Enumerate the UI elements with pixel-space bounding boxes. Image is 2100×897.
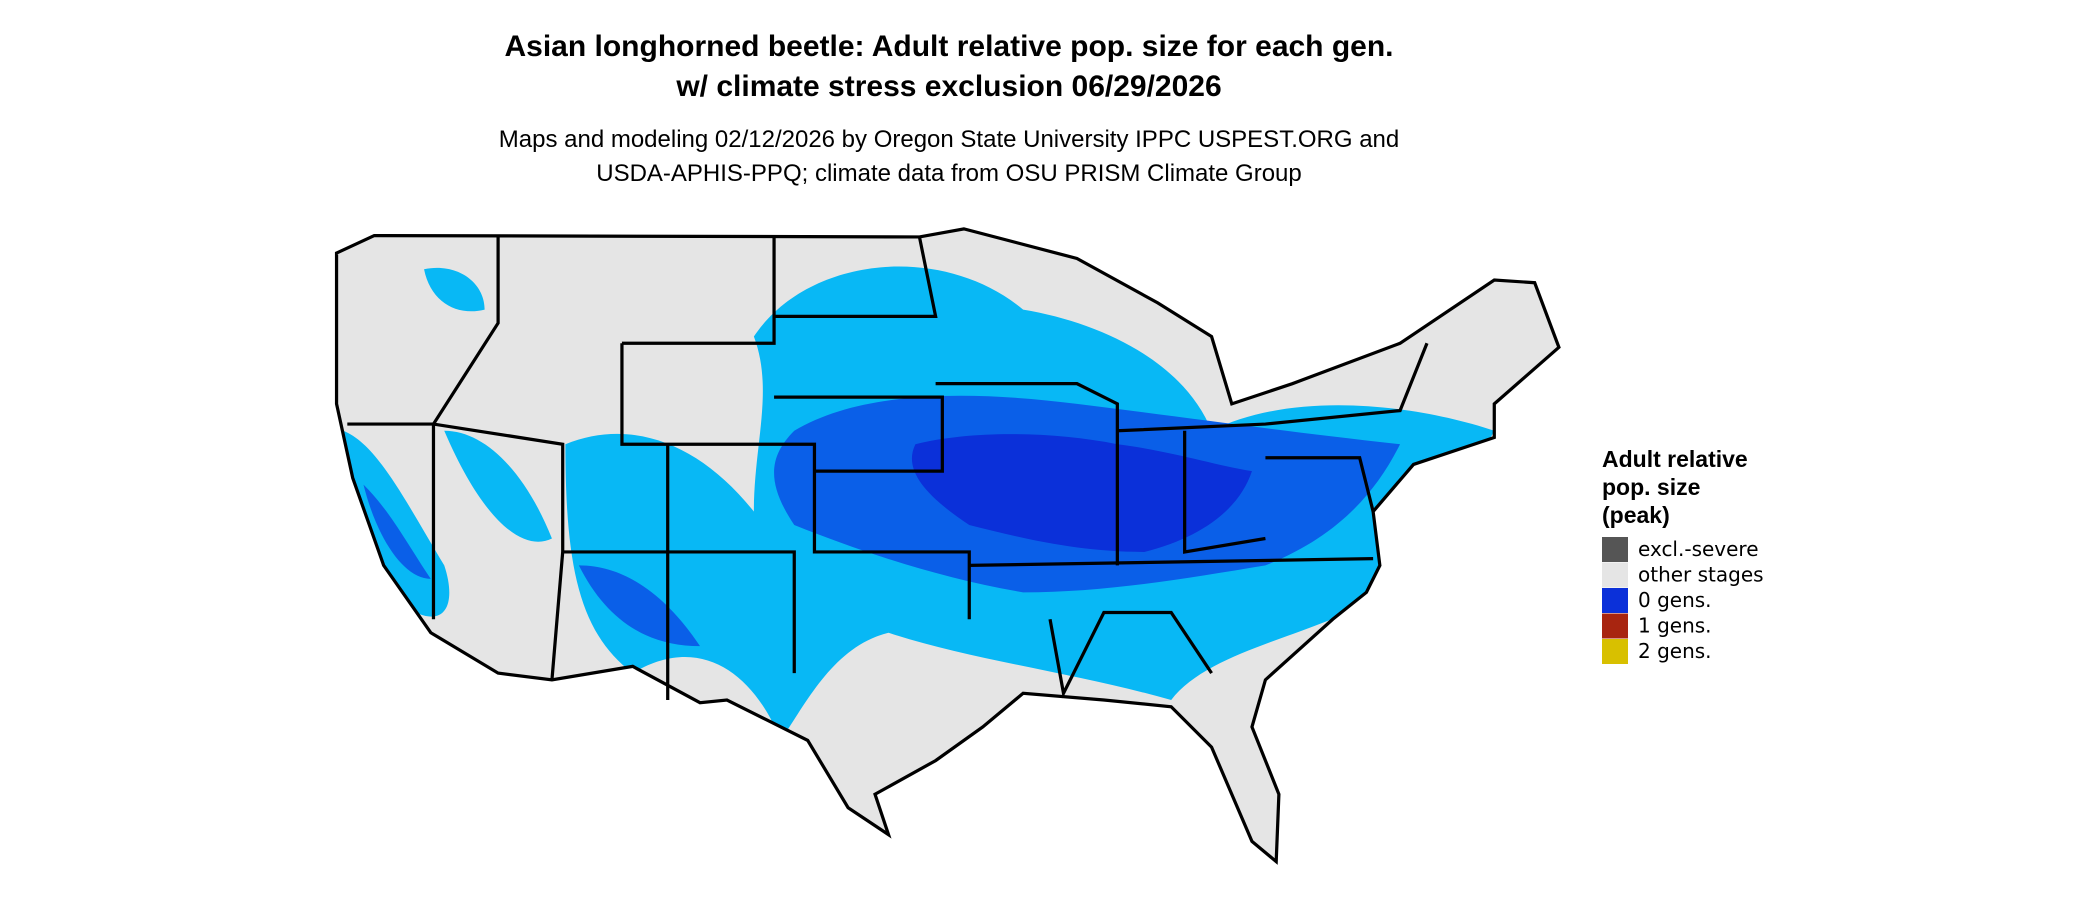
title-line: w/ climate stress exclusion 06/29/2026: [675, 70, 1221, 103]
state-line: [431, 236, 500, 620]
us-map: [334, 227, 1561, 865]
legend-title: pop. size: [1602, 474, 1700, 500]
state-line: [969, 557, 1374, 568]
subtitle-line: Maps and modeling 02/12/2026 by Oregon S…: [499, 126, 1399, 153]
state-line: [1048, 610, 1213, 699]
legend-swatch: [1602, 588, 1628, 613]
state-lines: [334, 227, 1561, 865]
state-line: [1265, 456, 1375, 512]
state-line: [935, 382, 1119, 566]
legend-label: 2 gens.: [1638, 639, 1712, 663]
state-line: [562, 550, 796, 674]
pop-zones: [343, 266, 1495, 741]
legend-swatch: [1602, 562, 1628, 588]
state-line: [774, 395, 944, 473]
title-line: Asian longhorned beetle: Adult relative …: [504, 30, 1393, 63]
legend-swatch: [1602, 537, 1628, 562]
legend-label: other stages: [1638, 563, 1764, 587]
titles: Asian longhorned beetle: Adult relative …: [499, 30, 1399, 187]
legend-label: 0 gens.: [1638, 588, 1712, 612]
legend-title: Adult relative: [1602, 446, 1748, 472]
legend-label: 1 gens.: [1638, 614, 1712, 638]
legend-title: (peak): [1602, 502, 1670, 528]
legend-swatch: [1602, 639, 1628, 664]
legend-label: excl.-severe: [1638, 537, 1759, 561]
legend-swatch: [1602, 613, 1628, 639]
subtitle-line: USDA-APHIS-PPQ; climate data from OSU PR…: [596, 160, 1302, 187]
zone-dark: [911, 434, 1252, 552]
state-line: [1183, 430, 1266, 554]
state-line: [347, 422, 565, 680]
state-line: [774, 236, 938, 318]
state-line: [1117, 342, 1429, 433]
state-line: [621, 235, 776, 345]
state-line: [620, 343, 971, 620]
